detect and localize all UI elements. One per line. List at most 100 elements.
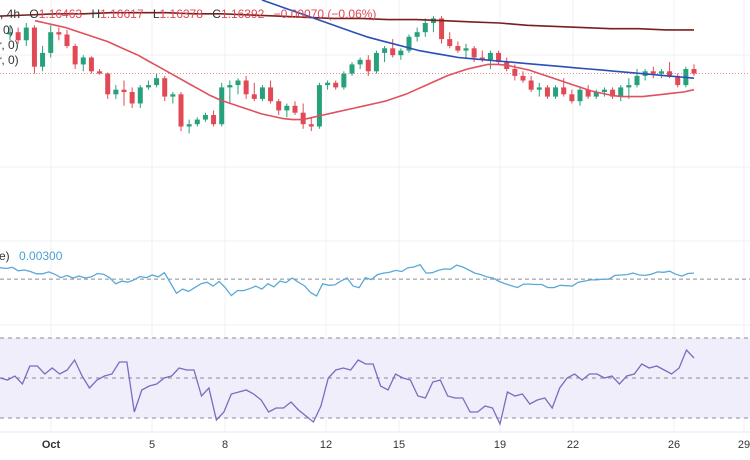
candle-body bbox=[390, 48, 396, 56]
candle bbox=[585, 85, 591, 99]
candle-body bbox=[235, 80, 241, 86]
candle-body bbox=[667, 71, 673, 76]
candle bbox=[658, 69, 664, 79]
candle bbox=[97, 69, 103, 75]
candle bbox=[48, 25, 54, 58]
ma-long-line bbox=[0, 11, 694, 31]
rsi-line bbox=[0, 348, 695, 426]
candle-body bbox=[40, 52, 46, 67]
low-value: 1.16378 bbox=[159, 7, 203, 21]
ma-label-3: r, 0) bbox=[0, 53, 19, 67]
candle bbox=[186, 119, 192, 134]
candle-body bbox=[414, 32, 420, 37]
candle-body bbox=[251, 94, 257, 99]
candle-body bbox=[137, 87, 143, 104]
oscillator-legend: e) 0.00300 bbox=[0, 249, 62, 263]
candle bbox=[308, 117, 314, 132]
ma-short-line bbox=[34, 19, 695, 121]
candle-body bbox=[601, 89, 607, 92]
close-value: 1.16392 bbox=[220, 7, 265, 21]
candle bbox=[601, 87, 607, 97]
candle bbox=[520, 71, 526, 83]
candle-body bbox=[496, 52, 502, 63]
candle bbox=[113, 85, 119, 99]
interval-label: , 4h bbox=[0, 7, 21, 21]
candle-body bbox=[626, 85, 632, 88]
x-tick-label: 12 bbox=[319, 439, 333, 451]
x-tick-label: 22 bbox=[566, 439, 580, 451]
candle-body bbox=[194, 119, 200, 125]
candle-body bbox=[406, 36, 412, 51]
candle-body bbox=[382, 48, 388, 53]
candle-body bbox=[129, 92, 135, 104]
candle bbox=[618, 85, 624, 102]
high-label: H bbox=[91, 7, 101, 21]
candle bbox=[422, 18, 428, 37]
candle-body bbox=[292, 105, 298, 113]
candle-body bbox=[447, 39, 453, 46]
oscillator-label: e) bbox=[0, 249, 10, 263]
candle-body bbox=[528, 80, 534, 90]
candle bbox=[137, 85, 143, 109]
candle bbox=[634, 69, 640, 88]
candle bbox=[390, 39, 396, 58]
ma-label-1: 0) bbox=[3, 23, 14, 37]
candle-body bbox=[56, 32, 62, 35]
candle bbox=[569, 89, 575, 104]
candle bbox=[227, 80, 233, 104]
candle bbox=[56, 27, 62, 41]
candle bbox=[211, 110, 217, 127]
candle-body bbox=[31, 27, 37, 67]
oscillator-value: 0.00300 bbox=[19, 249, 63, 263]
change-value: −0.00070 (−0.06%) bbox=[273, 7, 377, 21]
candle-body bbox=[113, 89, 119, 95]
candle bbox=[382, 46, 388, 63]
candle bbox=[447, 32, 453, 49]
candle bbox=[544, 85, 550, 99]
candle bbox=[170, 92, 176, 104]
high-value: 1.16617 bbox=[100, 7, 144, 21]
candle-body bbox=[145, 85, 151, 88]
candle bbox=[341, 71, 347, 90]
candle-body bbox=[154, 78, 160, 86]
candle-body bbox=[15, 32, 21, 41]
candle bbox=[72, 43, 78, 69]
candle-body bbox=[455, 46, 461, 51]
candle bbox=[553, 85, 559, 99]
candle-body bbox=[357, 59, 363, 65]
candle-body bbox=[284, 105, 290, 111]
candle bbox=[414, 27, 420, 42]
candle-body bbox=[105, 73, 111, 95]
candle-body bbox=[162, 78, 168, 97]
candle bbox=[496, 50, 502, 65]
candle bbox=[202, 112, 208, 122]
candle-body bbox=[72, 46, 78, 65]
candle-body bbox=[365, 59, 371, 72]
candle bbox=[162, 75, 168, 102]
candle bbox=[219, 82, 225, 127]
ma-label-2: r, 0) bbox=[0, 38, 19, 52]
candle-body bbox=[333, 82, 339, 88]
candles bbox=[7, 16, 697, 134]
candle-body bbox=[422, 23, 428, 33]
x-tick-label: 15 bbox=[392, 439, 406, 451]
candle-body bbox=[186, 124, 192, 127]
candle-body bbox=[170, 94, 176, 97]
candle bbox=[536, 82, 542, 97]
candle bbox=[675, 73, 681, 88]
candle bbox=[357, 57, 363, 69]
candle bbox=[40, 46, 46, 72]
candle bbox=[194, 117, 200, 127]
candle bbox=[349, 62, 355, 76]
candle-body bbox=[276, 101, 282, 111]
candle-body bbox=[97, 71, 103, 74]
ohlc-legend: , 4h O1.16463 H1.16617 L1.16378 C1.16392… bbox=[0, 7, 376, 21]
candle-body bbox=[178, 94, 184, 127]
rsi-pane bbox=[0, 337, 750, 426]
candle bbox=[243, 75, 249, 99]
candle-body bbox=[487, 52, 493, 60]
candle-body bbox=[610, 89, 616, 97]
candle bbox=[259, 85, 265, 102]
candle-body bbox=[675, 75, 681, 86]
